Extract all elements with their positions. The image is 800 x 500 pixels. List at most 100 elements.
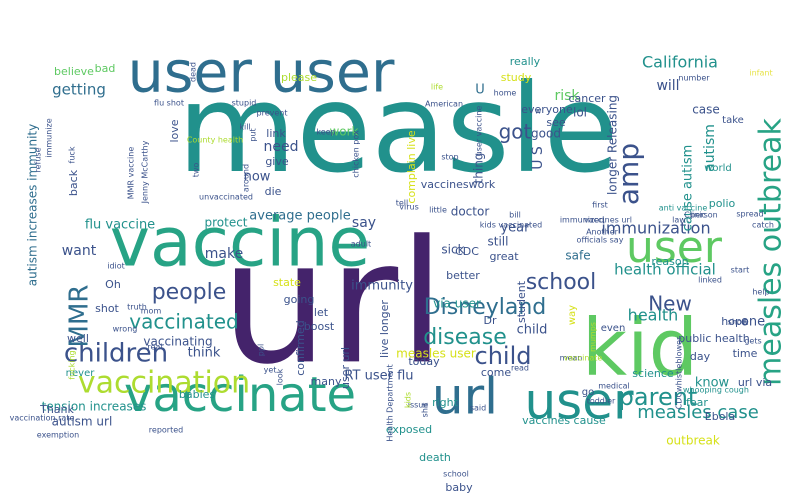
cloud-word: cancer: [568, 92, 606, 105]
cloud-word: vaccines url: [584, 216, 632, 225]
cloud-word: cause autism: [681, 145, 696, 232]
cloud-word: children: [64, 339, 168, 369]
cloud-word: user vaccine: [475, 106, 484, 157]
cloud-word: work: [329, 125, 358, 139]
cloud-word: need: [264, 139, 299, 155]
cloud-word: mumps: [589, 322, 598, 352]
cloud-word: health official: [614, 261, 716, 279]
cloud-word: County health: [187, 136, 243, 145]
cloud-word: death: [419, 451, 451, 464]
cloud-word: measles user: [396, 347, 476, 361]
cloud-word: mean: [560, 354, 583, 363]
cloud-word: state: [273, 276, 301, 289]
cloud-word: exemption: [37, 431, 79, 440]
cloud-word: Health Department: [386, 364, 395, 441]
cloud-word: vaccine: [110, 204, 371, 283]
cloud-word: look: [276, 368, 285, 385]
cloud-word: lol: [573, 106, 587, 120]
cloud-word: CDC: [455, 245, 479, 258]
cloud-word: flu vaccine: [85, 218, 155, 233]
cloud-word: little: [429, 206, 447, 215]
cloud-word: California: [642, 53, 718, 72]
cloud-word: baby: [445, 481, 473, 494]
cloud-word: read: [511, 364, 529, 373]
cloud-word: medical: [598, 382, 630, 391]
cloud-word: confirmed: [294, 320, 307, 375]
cloud-word: one: [741, 315, 765, 330]
cloud-word: user user: [128, 40, 395, 106]
cloud-word: see: [546, 116, 565, 129]
cloud-word: child: [475, 342, 532, 370]
cloud-word: longer Releasing: [606, 95, 620, 195]
cloud-word: shot: [95, 302, 119, 315]
cloud-word: first: [592, 201, 608, 210]
cloud-word: wrong: [113, 325, 138, 334]
cloud-word: thing: [472, 153, 486, 184]
cloud-word: believe: [54, 65, 94, 78]
cloud-word: let: [314, 306, 329, 319]
cloud-word: truth: [127, 303, 147, 312]
cloud-word: MMR: [65, 285, 95, 348]
cloud-word: toddler: [587, 397, 616, 406]
cloud-word: url: [221, 204, 446, 402]
cloud-word: New: [648, 292, 692, 316]
cloud-word: ppl: [257, 344, 266, 356]
cloud-word: way: [567, 305, 578, 325]
cloud-word: case: [692, 103, 720, 117]
cloud-word: real: [147, 343, 162, 352]
cloud-word: please: [281, 71, 317, 84]
cloud-word: refuse: [34, 147, 43, 172]
cloud-word: doctor: [451, 205, 490, 219]
cloud-word: exposed: [386, 423, 432, 436]
cloud-word: back: [67, 169, 80, 196]
cloud-word: American: [425, 100, 463, 109]
cloud-word: good: [531, 127, 561, 141]
cloud-word: linked: [698, 276, 722, 285]
cloud-word: know: [695, 376, 730, 391]
cloud-word: measles outbreak: [754, 118, 789, 386]
cloud-word: tell: [396, 199, 409, 208]
cloud-word: Jenny McCarthy: [141, 140, 150, 204]
cloud-word: go: [582, 387, 594, 398]
cloud-word: user: [626, 222, 723, 273]
cloud-word: show: [728, 318, 749, 327]
cloud-word: Disneyland: [424, 295, 547, 320]
cloud-word: will: [656, 78, 679, 94]
cloud-word: vaccinated: [129, 310, 238, 334]
cloud-word: today: [408, 355, 440, 368]
cloud-word: officials say: [577, 236, 624, 245]
cloud-word: catch: [752, 221, 774, 230]
cloud-word: Oh: [105, 278, 121, 291]
cloud-word: health: [628, 306, 679, 325]
cloud-word: reason: [651, 255, 688, 268]
cloud-word: now: [244, 170, 271, 185]
cloud-word: autism increases immunity: [26, 124, 40, 286]
cloud-word: average people: [249, 209, 350, 224]
cloud-word: vaccination: [78, 366, 250, 401]
cloud-word: U S: [530, 146, 546, 170]
cloud-word: flu shot: [154, 99, 184, 108]
cloud-word: kids vaccinated: [480, 221, 542, 230]
cloud-word: still: [488, 235, 509, 249]
cloud-word: idiot: [107, 262, 125, 271]
cloud-word: study: [501, 71, 532, 84]
cloud-word: shit: [421, 403, 430, 418]
cloud-word: stupid: [232, 99, 257, 108]
cloud-word: whooping cough: [683, 386, 749, 395]
cloud-word: say: [352, 215, 376, 231]
cloud-word: home: [494, 89, 517, 98]
cloud-word: link: [266, 127, 286, 140]
cloud-word: give: [265, 155, 289, 168]
cloud-word: help: [752, 288, 769, 297]
cloud-word: adult: [351, 240, 371, 249]
cloud-word: spread: [736, 210, 763, 219]
cloud-word: student: [515, 280, 528, 323]
cloud-word: Dr: [484, 314, 497, 327]
cloud-word: vaccinating: [143, 335, 212, 349]
cloud-word: stop: [441, 153, 458, 162]
cloud-word: science: [632, 367, 674, 380]
cloud-word: MMR vaccine: [127, 147, 136, 200]
cloud-word: vaccinate: [124, 367, 356, 423]
